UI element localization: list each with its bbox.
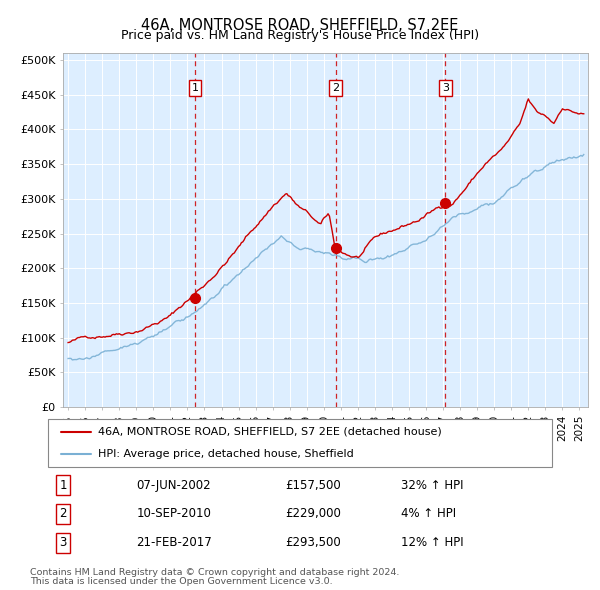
Text: 4% ↑ HPI: 4% ↑ HPI (401, 507, 456, 520)
Text: 07-JUN-2002: 07-JUN-2002 (136, 478, 211, 491)
Text: 2: 2 (332, 83, 339, 93)
Text: 2: 2 (59, 507, 67, 520)
Text: HPI: Average price, detached house, Sheffield: HPI: Average price, detached house, Shef… (98, 449, 354, 459)
Text: 1: 1 (59, 478, 67, 491)
Text: 3: 3 (442, 83, 449, 93)
Text: 21-FEB-2017: 21-FEB-2017 (136, 536, 212, 549)
Text: £229,000: £229,000 (285, 507, 341, 520)
Text: 12% ↑ HPI: 12% ↑ HPI (401, 536, 463, 549)
Text: Contains HM Land Registry data © Crown copyright and database right 2024.: Contains HM Land Registry data © Crown c… (30, 568, 400, 576)
Text: 46A, MONTROSE ROAD, SHEFFIELD, S7 2EE: 46A, MONTROSE ROAD, SHEFFIELD, S7 2EE (142, 18, 458, 32)
Text: £293,500: £293,500 (285, 536, 341, 549)
Text: 1: 1 (191, 83, 199, 93)
Text: £157,500: £157,500 (285, 478, 341, 491)
FancyBboxPatch shape (48, 419, 552, 467)
Text: Price paid vs. HM Land Registry's House Price Index (HPI): Price paid vs. HM Land Registry's House … (121, 30, 479, 42)
Text: 32% ↑ HPI: 32% ↑ HPI (401, 478, 463, 491)
Text: 3: 3 (59, 536, 67, 549)
Text: This data is licensed under the Open Government Licence v3.0.: This data is licensed under the Open Gov… (30, 577, 332, 586)
Text: 46A, MONTROSE ROAD, SHEFFIELD, S7 2EE (detached house): 46A, MONTROSE ROAD, SHEFFIELD, S7 2EE (d… (98, 427, 442, 437)
Text: 10-SEP-2010: 10-SEP-2010 (136, 507, 211, 520)
